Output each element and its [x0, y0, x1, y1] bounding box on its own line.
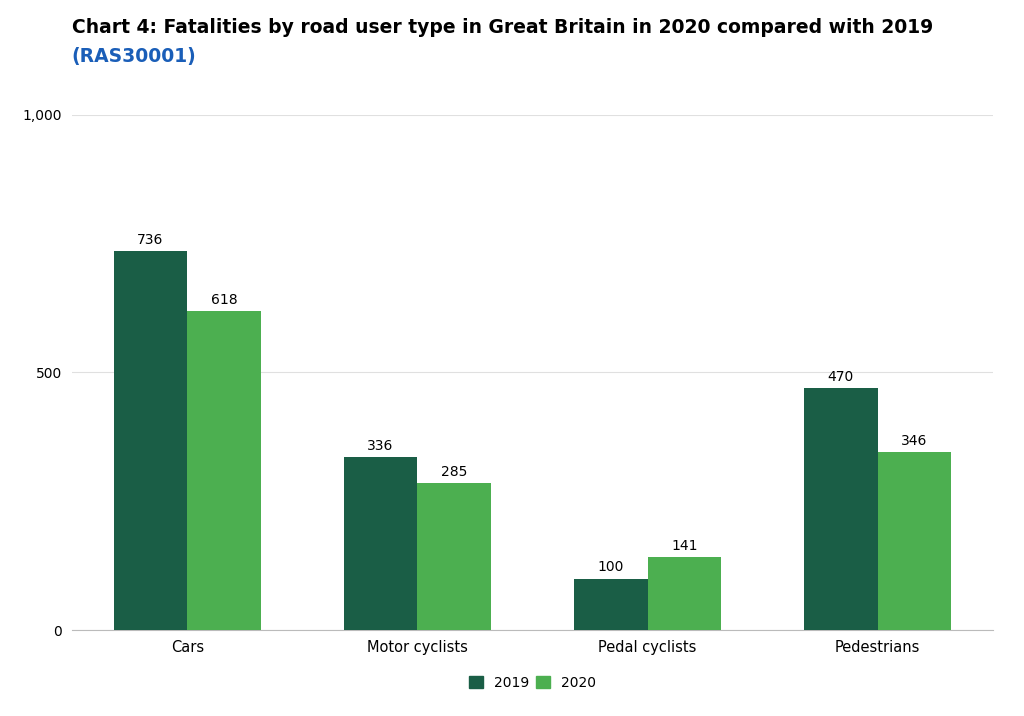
- Bar: [804, 388, 878, 630]
- Bar: [418, 483, 492, 630]
- Text: 346: 346: [901, 434, 928, 448]
- Text: 470: 470: [827, 369, 854, 384]
- Text: 736: 736: [137, 233, 164, 246]
- Text: 285: 285: [441, 465, 467, 479]
- Bar: [573, 579, 647, 630]
- Text: 100: 100: [598, 561, 624, 574]
- Bar: [344, 457, 418, 630]
- Text: 141: 141: [671, 539, 697, 553]
- Bar: [187, 311, 261, 630]
- Bar: [647, 557, 721, 630]
- Text: 336: 336: [368, 439, 394, 453]
- Text: 618: 618: [211, 294, 238, 307]
- Text: Chart 4: Fatalities by road user type in Great Britain in 2020 compared with 201: Chart 4: Fatalities by road user type in…: [72, 18, 933, 37]
- Bar: [114, 251, 187, 630]
- Legend: 2019, 2020: 2019, 2020: [463, 670, 602, 695]
- Bar: [878, 452, 951, 630]
- Text: (RAS30001): (RAS30001): [72, 47, 197, 66]
